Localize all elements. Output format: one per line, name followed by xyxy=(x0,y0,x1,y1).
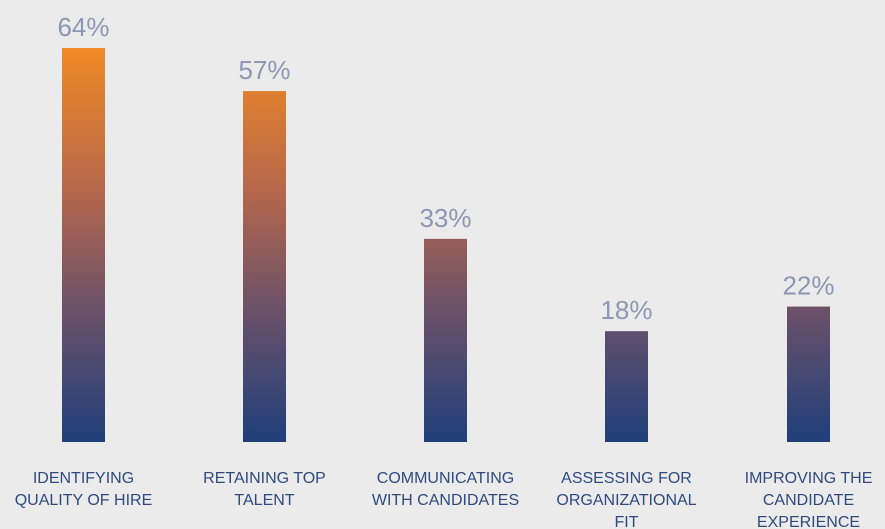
bar-4 xyxy=(605,331,648,442)
category-label-3-line-2: WITH CANDIDATES xyxy=(372,492,519,509)
value-label-4: 18% xyxy=(600,295,652,325)
category-label-2-line-2: TALENT xyxy=(234,492,294,509)
category-label-5-line-3: EXPERIENCE xyxy=(757,514,860,529)
bar-1 xyxy=(62,48,105,442)
bar-3 xyxy=(424,238,467,442)
category-label-4-line-1: ASSESSING FOR xyxy=(561,470,692,487)
value-labels-layer: 64% 57% 33% 18% 22% xyxy=(57,12,834,325)
bar-5 xyxy=(787,306,830,442)
category-label-5: IMPROVING THE CANDIDATE EXPERIENCE xyxy=(745,470,873,529)
category-label-2: RETAINING TOP TALENT xyxy=(203,470,326,509)
value-label-3: 33% xyxy=(419,203,471,233)
category-label-4: ASSESSING FOR ORGANIZATIONAL FIT xyxy=(556,470,696,529)
value-label-2: 57% xyxy=(238,55,290,85)
category-label-1-line-2: QUALITY OF HIRE xyxy=(15,492,153,509)
bar-2 xyxy=(243,91,286,442)
category-labels-layer: IDENTIFYING QUALITY OF HIRE RETAINING TOP T… xyxy=(15,470,873,529)
value-label-5: 22% xyxy=(782,271,834,301)
category-label-1: IDENTIFYING QUALITY OF HIRE xyxy=(15,470,153,509)
category-label-5-line-2: CANDIDATE xyxy=(763,492,854,509)
value-label-1: 64% xyxy=(57,12,109,42)
category-label-1-line-1: IDENTIFYING xyxy=(33,470,134,487)
category-label-3: COMMUNICATING WITH CANDIDATES xyxy=(372,470,519,509)
category-label-4-line-2: ORGANIZATIONAL xyxy=(556,492,696,509)
bars-layer xyxy=(62,48,830,442)
category-label-2-line-1: RETAINING TOP xyxy=(203,470,326,487)
category-label-5-line-1: IMPROVING THE xyxy=(745,470,873,487)
category-label-3-line-1: COMMUNICATING xyxy=(377,470,514,487)
category-label-4-line-3: FIT xyxy=(615,514,639,529)
